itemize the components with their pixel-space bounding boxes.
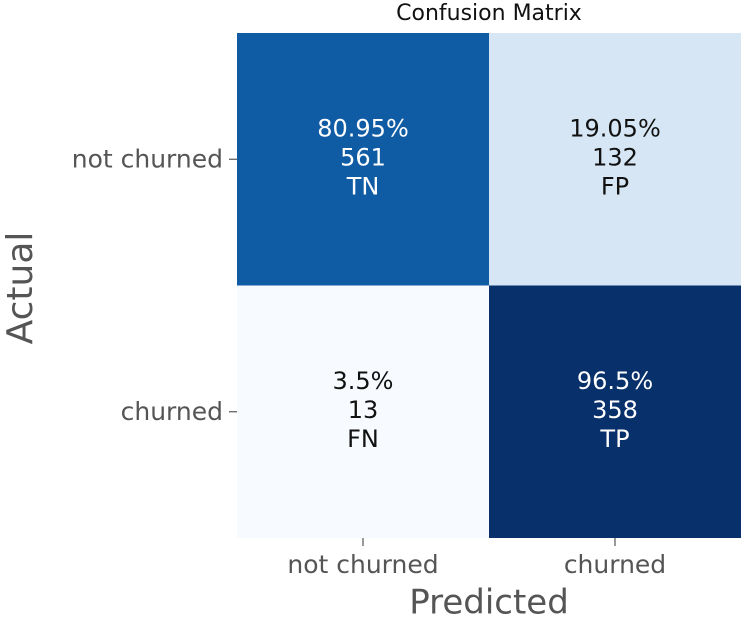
y-tick-label: not churned [72, 144, 223, 173]
cell-count: 358 [592, 396, 638, 424]
cell-percent: 19.05% [569, 114, 661, 142]
cell-percent: 3.5% [333, 367, 394, 395]
cell-label: FN [347, 425, 379, 453]
x-axis-label: Predicted [409, 583, 569, 623]
y-axis-label: Actual [0, 232, 41, 345]
cell-count: 561 [340, 143, 386, 171]
cell-percent: 80.95% [317, 114, 409, 142]
cell-label: FP [601, 172, 629, 200]
x-tick-label: churned [564, 550, 666, 579]
chart-title: Confusion Matrix [396, 1, 582, 26]
heatmap-cell [237, 285, 489, 538]
cell-label: TN [346, 172, 380, 200]
cell-count: 132 [592, 143, 638, 171]
heatmap-cell [489, 33, 741, 286]
cell-count: 13 [348, 396, 379, 424]
heatmap-cell [237, 33, 489, 286]
cell-percent: 96.5% [577, 367, 653, 395]
y-tick-label: churned [121, 397, 223, 426]
heatmap-cell [489, 285, 741, 538]
cell-label: TP [599, 425, 629, 453]
x-tick-label: not churned [287, 550, 438, 579]
